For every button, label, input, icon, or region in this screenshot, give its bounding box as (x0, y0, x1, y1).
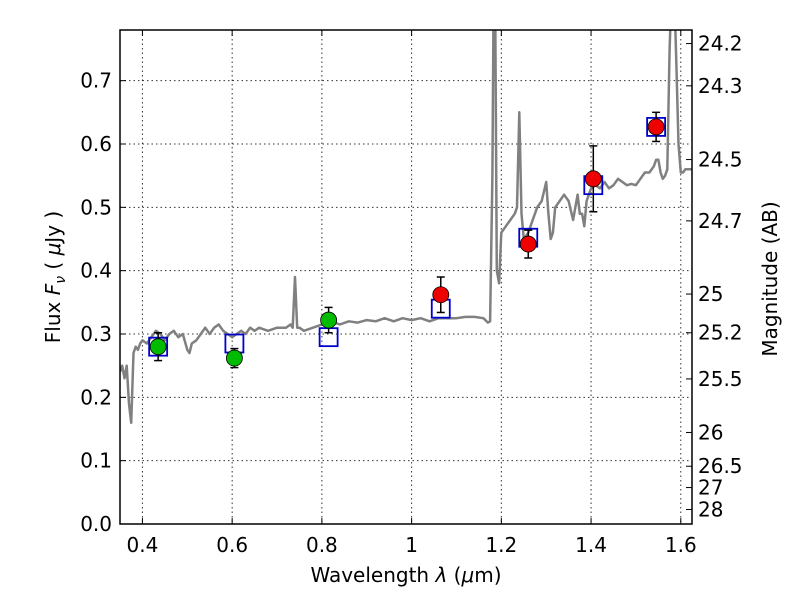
y-axis-label: Flux Fν ( μJy ) (41, 211, 69, 343)
optical-data-point (149, 338, 167, 356)
y2-tick-label: 25.2 (698, 321, 743, 345)
grid-lines (120, 30, 692, 525)
nir-data-point (432, 286, 450, 304)
y2-tick-label: 25 (698, 282, 723, 306)
y-tick-label: 0.4 (80, 259, 112, 283)
nir-data-point (584, 170, 602, 188)
x-tick-label: 0.8 (306, 533, 338, 557)
nir-data-point (519, 235, 537, 253)
x-tick-label: 0.4 (127, 533, 159, 557)
y-tick-label: 0.0 (80, 512, 112, 536)
y-tick-label: 0.7 (80, 69, 112, 93)
y2-tick-label: 25.5 (698, 367, 743, 391)
optical-data-point (320, 311, 338, 329)
plot-frame (119, 29, 693, 525)
y-tick-label: 0.2 (80, 385, 112, 409)
y2-tick-label: 28 (698, 497, 723, 521)
y2-tick-label: 26.5 (698, 454, 743, 478)
y2-tick-label: 24.7 (698, 209, 743, 233)
nir-data-point (647, 118, 665, 136)
plot-area (120, 30, 692, 424)
x-tick-label: 1.4 (575, 533, 607, 557)
y2-tick-label: 24.2 (698, 32, 743, 56)
x-tick-label: 1.2 (485, 533, 517, 557)
x-axis-label: Wavelength λ (μm) (310, 563, 501, 587)
y-tick-label: 0.6 (80, 132, 112, 156)
optical-data-point (225, 349, 243, 367)
y-tick-label: 0.1 (80, 449, 112, 473)
axis-ticks: 0.4 0.6 0.8 1 1.2 1.4 1.6 0.0 0.1 0.2 0.3 0.4 0.5 0.6… (80, 30, 743, 557)
x-tick-label: 1.6 (665, 533, 697, 557)
x-tick-label: 1 (405, 533, 418, 557)
y2-tick-label: 26 (698, 420, 723, 444)
x-tick-label: 0.6 (216, 533, 248, 557)
y2-tick-label: 24.3 (698, 74, 743, 98)
y2-tick-label: 27 (698, 476, 723, 500)
y-tick-label: 0.3 (80, 322, 112, 346)
model-spectrum-line (120, 30, 692, 424)
y2-axis-label: Magnitude (AB) (758, 201, 782, 356)
y-tick-label: 0.5 (80, 195, 112, 219)
y2-tick-label: 24.5 (698, 148, 743, 172)
